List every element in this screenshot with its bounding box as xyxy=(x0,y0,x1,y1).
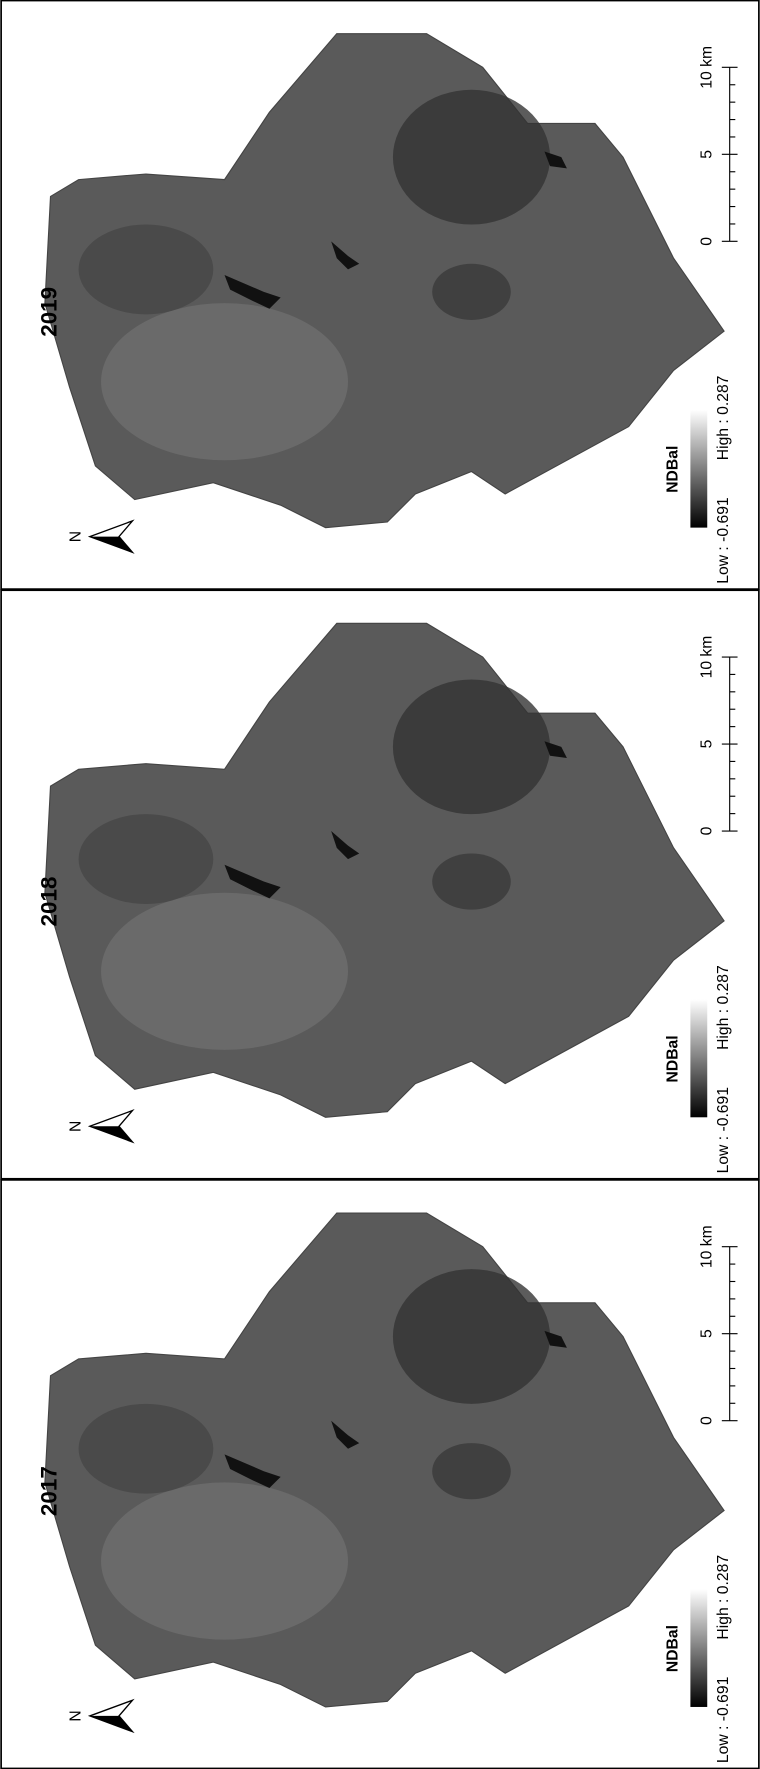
scale-label: 10 km xyxy=(698,636,715,679)
legend-high: High : 0.287 xyxy=(715,965,732,1050)
scale-label: 0 xyxy=(698,1416,715,1425)
year-label: 2017 xyxy=(36,1466,61,1516)
map-panel: 2017 N NDBal High : 0.287 Low : -0.691 0 5 10 k… xyxy=(1,1180,759,1769)
scale-label: 5 xyxy=(698,1329,715,1338)
scale-label: 5 xyxy=(698,150,715,159)
legend-high: High : 0.287 xyxy=(715,376,732,461)
scale-label: 10 km xyxy=(698,1225,715,1268)
year-label: 2019 xyxy=(36,287,61,337)
legend-ramp xyxy=(690,1589,707,1707)
legend-low: Low : -0.691 xyxy=(715,1677,732,1763)
legend-high: High : 0.287 xyxy=(715,1555,732,1640)
year-label: 2018 xyxy=(36,877,61,927)
scale-label: 0 xyxy=(698,826,715,835)
region-map xyxy=(45,623,724,1117)
legend-title: NDBal xyxy=(665,446,682,493)
scale-label: 5 xyxy=(698,739,715,748)
figure: 2019 N NDBal High : 0.287 Low : -0.691 0 5 10 k… xyxy=(0,0,760,1769)
map-panel: 2018 N NDBal High : 0.287 Low : -0.691 0 5 10 k… xyxy=(1,590,759,1179)
map-panel: 2019 N NDBal High : 0.287 Low : -0.691 0 5 10 k… xyxy=(1,1,759,590)
legend-ramp xyxy=(690,999,707,1117)
scale-label: 0 xyxy=(698,237,715,246)
legend-title: NDBal xyxy=(665,1035,682,1082)
north-label: N xyxy=(67,1710,84,1721)
north-label: N xyxy=(67,1121,84,1132)
region-map xyxy=(45,1213,724,1707)
legend-low: Low : -0.691 xyxy=(715,497,732,583)
legend-title: NDBal xyxy=(665,1625,682,1672)
region-map xyxy=(45,34,724,528)
legend-ramp xyxy=(690,410,707,528)
north-label: N xyxy=(67,531,84,542)
legend-low: Low : -0.691 xyxy=(715,1087,732,1173)
scale-label: 10 km xyxy=(698,46,715,89)
